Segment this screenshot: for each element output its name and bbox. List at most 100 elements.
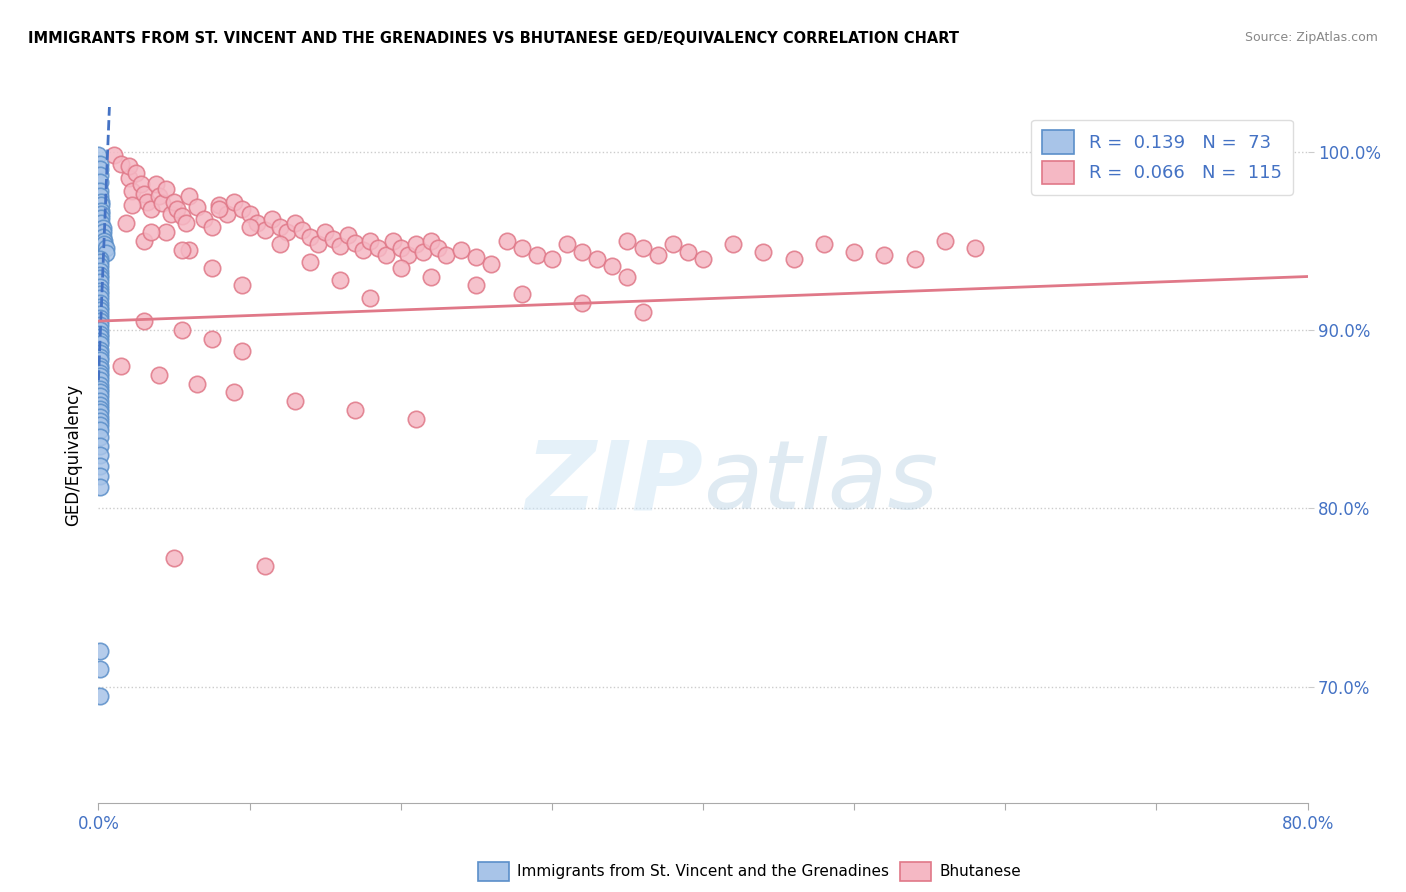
Text: ZIP: ZIP [524,436,703,529]
Point [602,259,624,273]
Point [90,198,112,212]
Point [89,385,111,400]
Point [631,241,654,255]
Point [114,216,136,230]
Point [276,225,298,239]
Point [89,366,111,380]
Point [89,268,111,282]
Point [89,280,111,294]
Point [631,305,654,319]
Point [420,269,443,284]
Point [174,216,197,230]
Point [129,177,152,191]
Point [329,239,352,253]
Point [93,237,115,252]
Point [155,182,177,196]
Point [89,369,111,384]
Point [94,241,117,255]
Point [396,248,419,262]
Point [141,202,163,216]
Legend: R =  0.139   N =  73, R =  0.066   N =  115: R = 0.139 N = 73, R = 0.066 N = 115 [1031,120,1292,194]
Point [89,189,111,203]
Point [253,558,276,573]
Point [89,373,111,387]
Point [344,403,367,417]
Point [231,344,253,359]
Point [90,207,112,221]
Point [231,278,253,293]
Point [89,389,111,403]
Point [141,225,163,239]
Point [155,225,177,239]
Point [510,287,533,301]
Point [89,480,111,494]
Point [322,232,344,246]
Point [352,243,374,257]
Point [179,189,201,203]
Point [231,202,253,216]
Point [90,203,112,218]
Point [723,237,745,252]
Point [314,225,336,239]
Point [360,291,382,305]
Point [434,248,457,262]
Point [163,194,186,209]
Point [89,264,111,278]
Point [291,223,314,237]
Point [269,237,291,252]
Point [89,458,111,473]
Point [382,234,405,248]
Point [89,378,111,392]
Point [132,234,155,248]
Point [110,359,132,373]
Point [170,323,193,337]
Point [132,187,155,202]
Point [91,221,114,235]
Point [427,241,450,255]
Point [89,350,111,364]
Point [389,241,412,255]
Point [783,252,806,266]
Point [299,230,322,244]
Point [89,417,111,432]
Point [412,244,434,259]
Text: Immigrants from St. Vincent and the Grenadines: Immigrants from St. Vincent and the Gren… [517,864,890,879]
Point [540,252,562,266]
Point [186,376,208,391]
Point [160,207,183,221]
Point [89,326,111,341]
Point [90,211,112,225]
Point [329,273,352,287]
Point [89,330,111,344]
Point [89,644,111,658]
Point [89,401,111,416]
Point [89,689,111,703]
Point [89,323,111,337]
Point [135,194,157,209]
Point [91,230,114,244]
Point [904,252,927,266]
Point [844,244,866,259]
Point [201,332,224,346]
Point [89,448,111,462]
Point [110,157,132,171]
Point [132,314,155,328]
Point [481,257,503,271]
Point [89,318,111,332]
Point [91,225,114,239]
Point [555,237,578,252]
Point [269,219,291,234]
Point [89,469,111,483]
Point [170,243,193,257]
Point [420,234,443,248]
Point [87,148,110,162]
Point [89,291,111,305]
Point [873,248,896,262]
Point [89,271,111,285]
Text: atlas: atlas [703,436,938,529]
Point [89,394,111,409]
Point [89,252,111,266]
Point [89,662,111,676]
Point [201,260,224,275]
Point [89,284,111,298]
